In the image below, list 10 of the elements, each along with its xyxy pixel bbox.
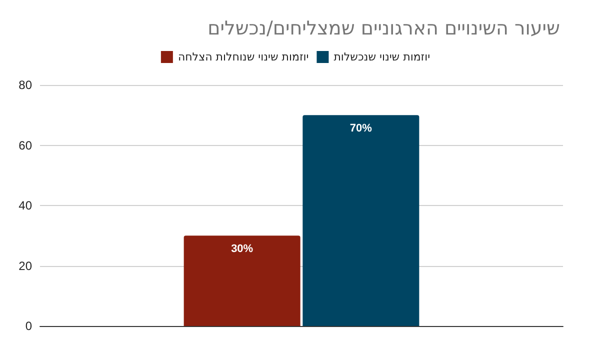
legend-label: יוזמות שינוי שנכשלות xyxy=(334,50,430,64)
data-label: 30% xyxy=(231,243,254,256)
y-tick-label: 60 xyxy=(18,138,32,152)
y-tick-label: 80 xyxy=(18,78,32,92)
y-tick-label: 0 xyxy=(25,319,32,333)
data-label: 70% xyxy=(350,122,372,135)
chart-title: שיעור השינויים הארגוניים שמצליחים/נכשלים xyxy=(208,18,560,40)
y-tick-label: 20 xyxy=(18,258,32,273)
y-tick-label: 40 xyxy=(18,198,32,212)
legend-label: יוזמות שינוי שנוחלות הצלחה xyxy=(178,50,309,64)
